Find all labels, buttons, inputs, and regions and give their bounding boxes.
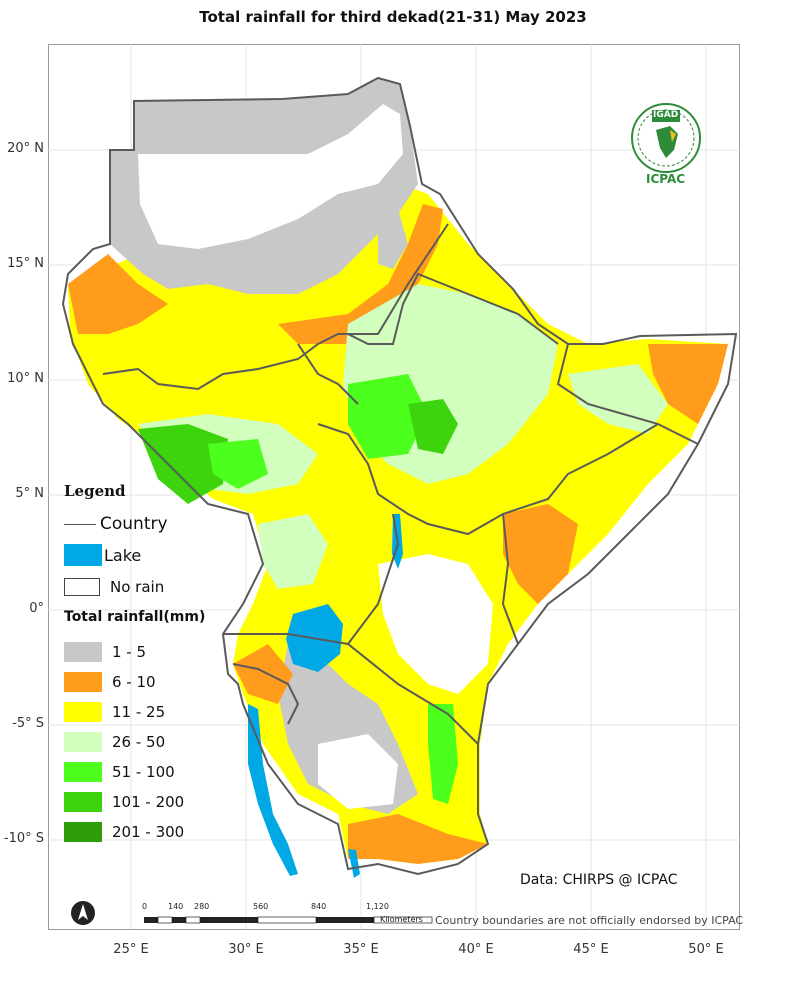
- no-rain-swatch: [64, 578, 100, 596]
- rain-26-50-zone: [568, 364, 668, 434]
- scale-bar-graphic: [144, 916, 433, 924]
- legend-class-label: 101 - 200: [112, 793, 185, 811]
- scale-tick: 0: [142, 902, 148, 911]
- rain-6-10-zone: [68, 254, 168, 334]
- legend-class-row: 6 - 10: [64, 672, 156, 692]
- legend-swatch: [64, 732, 102, 752]
- legend-swatch: [64, 642, 102, 662]
- rainfall-map: [48, 44, 740, 930]
- legend-class-label: 11 - 25: [112, 703, 166, 721]
- rain-101-200-zone: [408, 399, 458, 454]
- legend-class-label: 201 - 300: [112, 823, 185, 841]
- lon-label-45e: 45° E: [573, 942, 609, 957]
- rain-6-10-zone: [503, 504, 578, 604]
- lat-label-10n: 10° N: [7, 371, 44, 386]
- legend-no-rain-label: No rain: [110, 578, 165, 596]
- rain-6-10-zone: [233, 644, 293, 704]
- legend-lake: Lake: [64, 544, 141, 566]
- igad-logo-text: IGAD: [653, 110, 679, 120]
- lat-label-5s: -5° S: [12, 716, 44, 731]
- legend-country-label: Country: [100, 514, 168, 534]
- rain-101-200-zone: [138, 424, 228, 504]
- map-title: Total rainfall for third dekad(21-31) Ma…: [199, 8, 587, 26]
- rain-1-5-zone: [378, 209, 408, 269]
- lat-label-20n: 20° N: [7, 141, 44, 156]
- map-legend: Legend Country Lake No rain Total rainfa…: [64, 482, 205, 842]
- icpac-logo: IGAD ICPAC: [626, 100, 706, 194]
- lake-swatch: [64, 544, 102, 566]
- legend-swatch: [64, 672, 102, 692]
- legend-swatch: [64, 762, 102, 782]
- legend-class-label: 26 - 50: [112, 733, 166, 751]
- scale-tick: 560: [253, 902, 269, 911]
- legend-class-row: 101 - 200: [64, 792, 184, 812]
- boundary-disclaimer: Country boundaries are not officially en…: [435, 914, 744, 927]
- data-credit: Data: CHIRPS @ ICPAC: [520, 872, 678, 888]
- legend-swatch: [64, 702, 102, 722]
- legend-heading: Legend: [64, 482, 126, 500]
- scale-tick: 1,120: [366, 902, 389, 911]
- legend-swatch: [64, 792, 102, 812]
- legend-class-label: 6 - 10: [112, 673, 156, 691]
- lat-label-15n: 15° N: [7, 256, 44, 271]
- rain-51-100-zone: [208, 439, 268, 489]
- rain-26-50-zone: [258, 514, 328, 589]
- lat-label-5n: 5° N: [15, 486, 44, 501]
- legend-country: Country: [64, 514, 168, 534]
- rain-51-100-zone: [428, 704, 458, 804]
- north-arrow-icon: [71, 901, 95, 925]
- rain-51-100-zone: [348, 374, 428, 459]
- legend-class-row: 26 - 50: [64, 732, 165, 752]
- legend-class-row: 1 - 5: [64, 642, 146, 662]
- lat-label-10s: -10° S: [3, 831, 44, 846]
- scale-unit: Kilometers: [380, 915, 423, 924]
- rain-6-10-zone: [348, 814, 488, 864]
- lat-label-0: 0°: [29, 601, 44, 616]
- lon-label-50e: 50° E: [688, 942, 724, 957]
- lon-label-30e: 30° E: [228, 942, 264, 957]
- lon-label-25e: 25° E: [113, 942, 149, 957]
- igad-emblem-icon: [631, 103, 701, 173]
- lon-label-40e: 40° E: [458, 942, 494, 957]
- lake-malawi: [348, 849, 360, 878]
- legend-no-rain: No rain: [64, 578, 164, 596]
- icpac-logo-text: ICPAC: [646, 172, 686, 186]
- no-rain-zone: [138, 104, 403, 249]
- lon-label-35e: 35° E: [343, 942, 379, 957]
- legend-rainfall-heading: Total rainfall(mm): [64, 609, 206, 625]
- legend-lake-label: Lake: [104, 545, 142, 565]
- legend-swatch: [64, 822, 102, 842]
- no-rain-zone: [378, 554, 493, 694]
- country-line-swatch: [64, 523, 96, 525]
- legend-class-row: 51 - 100: [64, 762, 175, 782]
- legend-class-label: 51 - 100: [112, 763, 175, 781]
- legend-class-label: 1 - 5: [112, 643, 147, 661]
- scale-tick: 840: [311, 902, 327, 911]
- scale-tick: 140: [168, 902, 184, 911]
- no-rain-zone: [318, 734, 398, 809]
- scale-tick: 280: [194, 902, 210, 911]
- legend-class-row: 11 - 25: [64, 702, 165, 722]
- country-boundaries: [61, 76, 738, 876]
- legend-class-row: 201 - 300: [64, 822, 184, 842]
